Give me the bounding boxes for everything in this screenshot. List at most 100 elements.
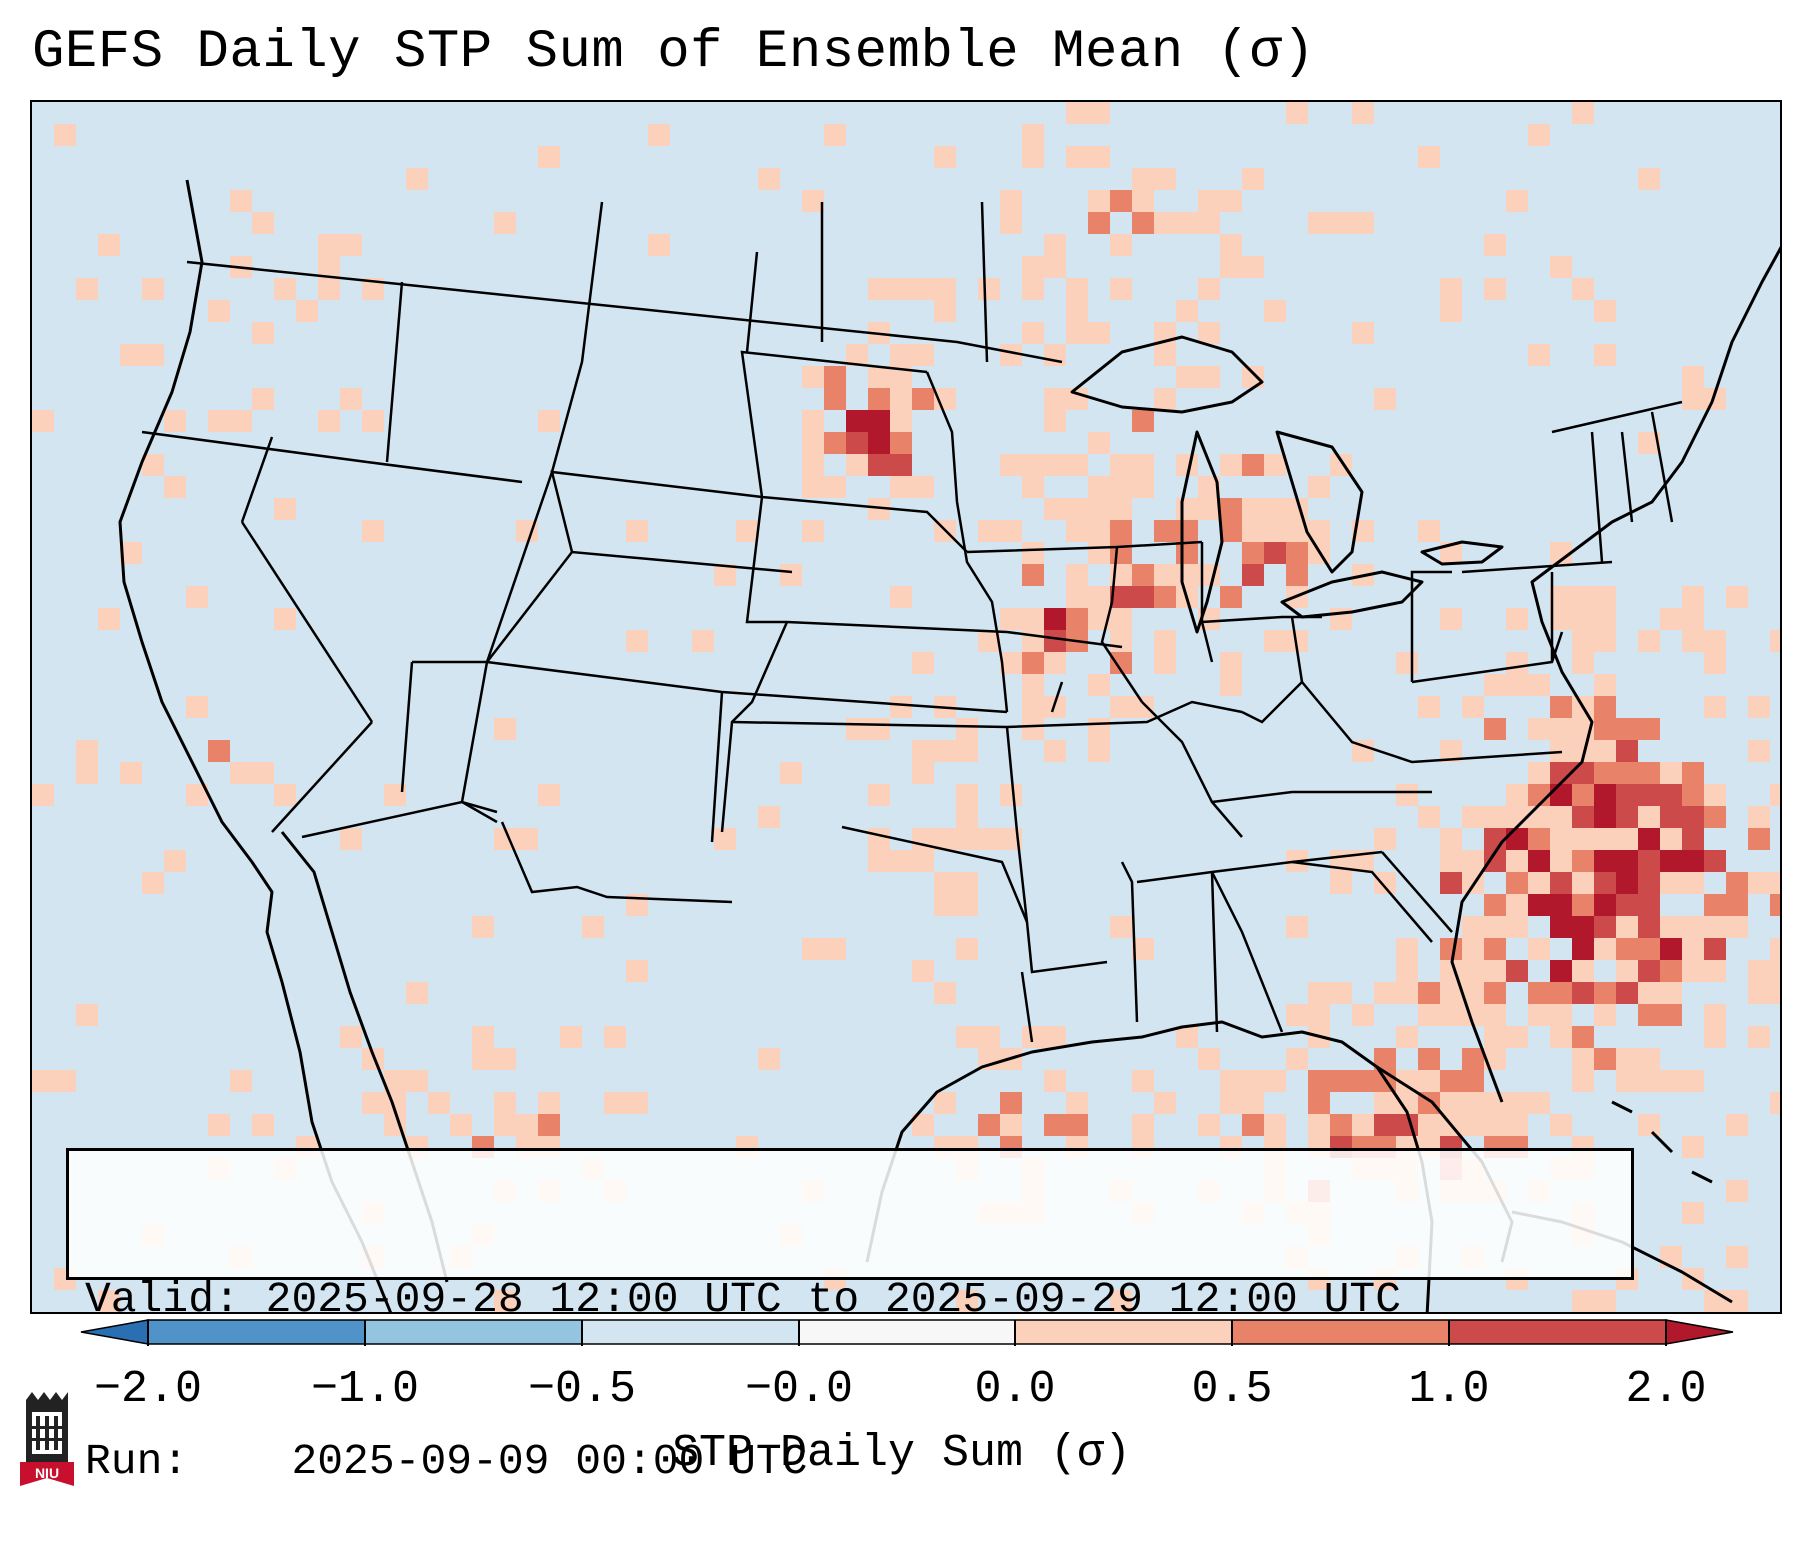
anomaly-cell xyxy=(1154,520,1176,542)
anomaly-cell xyxy=(890,850,912,872)
anomaly-cell xyxy=(1022,652,1044,674)
anomaly-cell xyxy=(1616,828,1638,850)
anomaly-cell xyxy=(208,410,230,432)
run-value: 2025-09-09 00:00 UTC xyxy=(291,1437,808,1486)
anomaly-cell xyxy=(1044,234,1066,256)
anomaly-cell xyxy=(1154,212,1176,234)
anomaly-cell xyxy=(956,894,978,916)
map-panel[interactable] xyxy=(30,100,1782,1314)
anomaly-cell xyxy=(362,520,384,542)
anomaly-cell xyxy=(846,410,868,432)
anomaly-cell xyxy=(1286,520,1308,542)
anomaly-cell xyxy=(1616,960,1638,982)
anomaly-cell xyxy=(912,960,934,982)
anomaly-cell xyxy=(890,454,912,476)
anomaly-cell xyxy=(890,696,912,718)
anomaly-cell xyxy=(1132,1114,1154,1136)
anomaly-cell xyxy=(406,168,428,190)
anomaly-cell xyxy=(1022,454,1044,476)
anomaly-cell xyxy=(142,454,164,476)
anomaly-cell xyxy=(252,322,274,344)
anomaly-cell xyxy=(934,300,956,322)
anomaly-cell xyxy=(164,476,186,498)
anomaly-cell xyxy=(318,234,340,256)
anomaly-cell xyxy=(1374,1114,1396,1136)
anomaly-cell xyxy=(1638,960,1660,982)
anomaly-cell xyxy=(1594,806,1616,828)
anomaly-cell xyxy=(1550,762,1572,784)
anomaly-cell xyxy=(1374,872,1396,894)
anomaly-cell xyxy=(230,762,252,784)
anomaly-cell xyxy=(1000,212,1022,234)
anomaly-cell xyxy=(1088,718,1110,740)
anomaly-cell xyxy=(1132,564,1154,586)
anomaly-cell xyxy=(1044,652,1066,674)
anomaly-cell xyxy=(956,1026,978,1048)
anomaly-cell xyxy=(1264,630,1286,652)
anomaly-cell xyxy=(846,432,868,454)
anomaly-cell xyxy=(1220,674,1242,696)
anomaly-cell xyxy=(1660,872,1682,894)
anomaly-cell xyxy=(1286,916,1308,938)
anomaly-cell xyxy=(208,740,230,762)
anomaly-cell xyxy=(1264,1070,1286,1092)
anomaly-cell xyxy=(1638,1004,1660,1026)
anomaly-cell xyxy=(1638,894,1660,916)
anomaly-cell xyxy=(1308,520,1330,542)
anomaly-cell xyxy=(1660,762,1682,784)
anomaly-cell xyxy=(274,498,296,520)
anomaly-cell xyxy=(1088,498,1110,520)
anomaly-cell xyxy=(1572,1070,1594,1092)
anomaly-cell xyxy=(1000,454,1022,476)
anomaly-cell xyxy=(824,476,846,498)
anomaly-cell xyxy=(1572,1026,1594,1048)
anomaly-cell xyxy=(582,916,604,938)
anomaly-cell xyxy=(890,344,912,366)
anomaly-cell xyxy=(1132,696,1154,718)
anomaly-cell xyxy=(1572,102,1594,124)
anomaly-cell xyxy=(1748,982,1770,1004)
anomaly-cell xyxy=(1000,652,1022,674)
anomaly-cell xyxy=(1572,960,1594,982)
anomaly-cell xyxy=(1528,828,1550,850)
anomaly-cell xyxy=(1660,938,1682,960)
anomaly-cell xyxy=(1044,410,1066,432)
anomaly-cell xyxy=(1374,1092,1396,1114)
anomaly-cell xyxy=(1440,850,1462,872)
run-label: Run: xyxy=(85,1437,189,1486)
anomaly-cell xyxy=(450,1114,472,1136)
anomaly-cell xyxy=(714,828,736,850)
anomaly-cell xyxy=(1704,630,1726,652)
anomaly-cell xyxy=(1682,762,1704,784)
anomaly-cell xyxy=(1704,938,1726,960)
anomaly-cell xyxy=(1748,872,1770,894)
anomaly-cell xyxy=(1044,1114,1066,1136)
anomaly-cell xyxy=(1374,828,1396,850)
anomaly-cell xyxy=(626,520,648,542)
anomaly-cell xyxy=(1242,454,1264,476)
anomaly-cell xyxy=(1418,1114,1440,1136)
anomaly-cell xyxy=(1572,806,1594,828)
anomaly-cell xyxy=(1638,982,1660,1004)
anomaly-cell xyxy=(164,410,186,432)
anomaly-cell xyxy=(1506,190,1528,212)
anomaly-cell xyxy=(1198,366,1220,388)
anomaly-cell xyxy=(98,234,120,256)
anomaly-cell xyxy=(1616,872,1638,894)
anomaly-cell xyxy=(1264,454,1286,476)
anomaly-cell xyxy=(1594,894,1616,916)
anomaly-cell xyxy=(1198,322,1220,344)
anomaly-cell xyxy=(1638,630,1660,652)
colorbar-bin xyxy=(148,1320,365,1344)
anomaly-cell xyxy=(1528,894,1550,916)
anomaly-cell xyxy=(98,1290,120,1312)
anomaly-cell xyxy=(1418,146,1440,168)
anomaly-cell xyxy=(1066,454,1088,476)
anomaly-cell xyxy=(1616,850,1638,872)
anomaly-cell xyxy=(230,410,252,432)
anomaly-cell xyxy=(1154,564,1176,586)
anomaly-cell xyxy=(1242,1070,1264,1092)
anomaly-cell xyxy=(362,410,384,432)
anomaly-cell xyxy=(1748,806,1770,828)
anomaly-cell xyxy=(1660,1070,1682,1092)
